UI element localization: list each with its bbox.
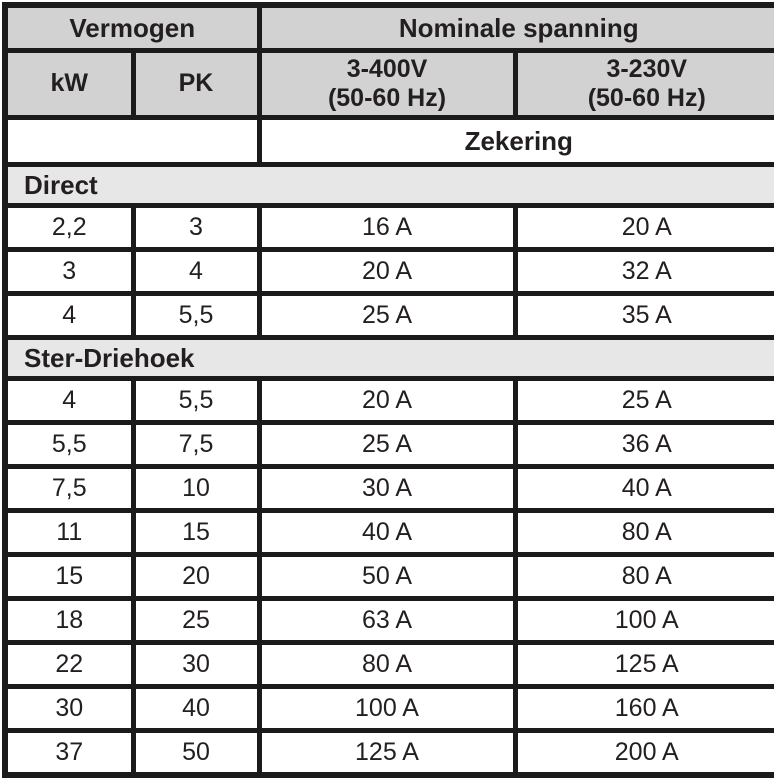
cell-fuse-400v: 100 A [256,684,518,733]
cell-kw: 18 [2,596,136,645]
header-nominale-spanning: Nominale spanning [256,2,774,53]
cell-kw: 4 [2,376,136,425]
header-3-230v-line1: 3-230V [606,54,688,83]
zekering-row: Zekering [2,115,774,167]
table-row: 11 15 40 A 80 A [2,508,774,557]
cell-pk: 40 [130,684,262,733]
table-row: 15 20 50 A 80 A [2,552,774,601]
cell-kw: 37 [2,728,136,778]
table-row: 4 5,5 25 A 35 A [2,291,774,340]
header-3-400v-line2: (50-60 Hz) [327,84,447,112]
cell-kw: 11 [2,508,136,557]
cell-pk: 4 [130,247,262,296]
empty-cell [2,115,262,167]
cell-fuse-230v: 32 A [512,247,774,296]
header-vermogen: Vermogen [2,2,262,53]
cell-pk: 7,5 [130,420,262,469]
cell-pk: 15 [130,508,262,557]
cell-fuse-400v: 80 A [256,640,518,689]
table-row: 22 30 80 A 125 A [2,640,774,689]
cell-kw: 7,5 [2,464,136,513]
header-3-230v: 3-230V (50-60 Hz) [512,48,774,120]
cell-kw: 4 [2,291,136,340]
cell-fuse-400v: 20 A [256,376,518,425]
table-row: 5,5 7,5 25 A 36 A [2,420,774,469]
cell-fuse-400v: 20 A [256,247,518,296]
cell-fuse-230v: 125 A [512,640,774,689]
cell-pk: 50 [130,728,262,778]
header-pk: PK [130,48,262,120]
cell-pk: 10 [130,464,262,513]
cell-fuse-400v: 25 A [256,420,518,469]
cell-pk: 5,5 [130,376,262,425]
cell-pk: 25 [130,596,262,645]
table-row: 2,2 3 16 A 20 A [2,203,774,252]
cell-fuse-400v: 125 A [256,728,518,778]
cell-kw: 30 [2,684,136,733]
cell-fuse-230v: 100 A [512,596,774,645]
table-row: 37 50 125 A 200 A [2,728,774,778]
section-header-direct: Direct [2,162,774,208]
cell-fuse-400v: 30 A [256,464,518,513]
cell-kw: 15 [2,552,136,601]
cell-kw: 2,2 [2,203,136,252]
header-row-columns: kW PK 3-400V (50-60 Hz) 3-230V (50-60 Hz… [2,48,774,120]
table-row: 3 4 20 A 32 A [2,247,774,296]
cell-fuse-230v: 25 A [512,376,774,425]
table-row: 4 5,5 20 A 25 A [2,376,774,425]
header-kw: kW [2,48,136,120]
cell-pk: 30 [130,640,262,689]
cell-kw: 5,5 [2,420,136,469]
cell-fuse-230v: 200 A [512,728,774,778]
header-3-230v-line2: (50-60 Hz) [587,84,706,112]
cell-pk: 3 [130,203,262,252]
header-3-400v: 3-400V (50-60 Hz) [256,48,518,120]
cell-pk: 5,5 [130,291,262,340]
section-title: Direct [2,162,774,208]
section-title: Ster-Driehoek [2,335,774,381]
cell-fuse-400v: 16 A [256,203,518,252]
header-3-400v-line1: 3-400V [346,54,428,83]
cell-kw: 22 [2,640,136,689]
zekering-header: Zekering [256,115,774,167]
cell-fuse-400v: 25 A [256,291,518,340]
cell-fuse-400v: 63 A [256,596,518,645]
cell-fuse-230v: 160 A [512,684,774,733]
cell-fuse-230v: 35 A [512,291,774,340]
table-row: 30 40 100 A 160 A [2,684,774,733]
cell-fuse-230v: 36 A [512,420,774,469]
cell-pk: 20 [130,552,262,601]
cell-fuse-230v: 80 A [512,552,774,601]
cell-fuse-230v: 20 A [512,203,774,252]
section-header-ster-driehoek: Ster-Driehoek [2,335,774,381]
cell-kw: 3 [2,247,136,296]
cell-fuse-230v: 80 A [512,508,774,557]
cell-fuse-400v: 50 A [256,552,518,601]
table-row: 7,5 10 30 A 40 A [2,464,774,513]
cell-fuse-230v: 40 A [512,464,774,513]
header-row-group-titles: Vermogen Nominale spanning [2,2,774,53]
cell-fuse-400v: 40 A [256,508,518,557]
table-row: 18 25 63 A 100 A [2,596,774,645]
